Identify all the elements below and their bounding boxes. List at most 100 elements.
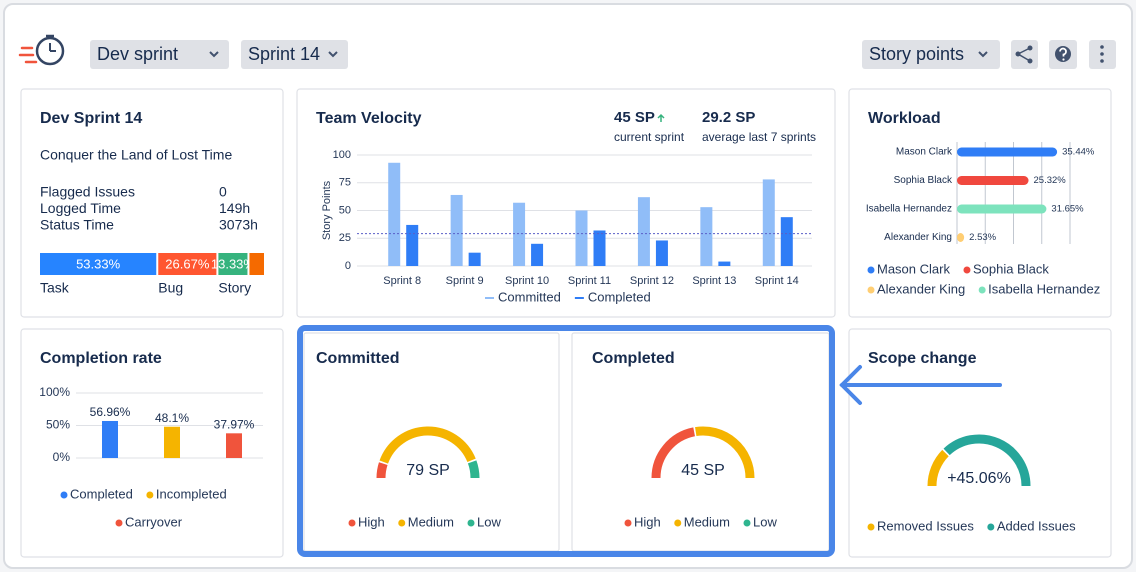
legend-label: Carryover <box>125 514 183 529</box>
y-tick-label: 25 <box>339 232 351 244</box>
sprint-type-select[interactable]: Dev sprint <box>90 40 229 69</box>
bar <box>102 420 118 458</box>
legend-label: Medium <box>684 514 730 529</box>
legend-marker <box>624 519 632 527</box>
breakdown-segment <box>218 253 248 275</box>
segment-label: 13.33% <box>211 256 256 271</box>
legend-label: Isabella Hernandez <box>988 281 1100 296</box>
bar <box>450 194 463 266</box>
bar <box>957 147 1058 157</box>
bar <box>700 207 713 266</box>
gauge-segment <box>651 427 696 479</box>
gauge-segment <box>376 462 388 479</box>
bar <box>780 217 793 266</box>
legend-marker <box>60 491 68 499</box>
legend-label: Mason Clark <box>877 261 950 276</box>
trend-up-icon <box>657 113 665 122</box>
breakdown-segment <box>40 253 157 275</box>
bar <box>406 224 419 266</box>
sprint-select[interactable]: Sprint 14 <box>241 40 348 69</box>
legend-label: Low <box>477 514 501 529</box>
bar <box>762 179 775 266</box>
legend-label: High <box>634 514 661 529</box>
legend-label: Alexander King <box>877 281 965 296</box>
stat-label: Flagged Issues <box>40 184 135 200</box>
more-button[interactable] <box>1089 40 1116 69</box>
bar <box>957 233 965 242</box>
logo <box>18 34 65 66</box>
subtitle: Conquer the Land of Lost Time <box>40 147 232 163</box>
select-label: Sprint 14 <box>248 44 320 64</box>
legend-label: Completed <box>70 486 133 501</box>
x-tick-label: Sprint 14 <box>755 275 799 287</box>
category-label: Isabella Hernandez <box>866 204 952 215</box>
legend-marker <box>115 519 123 527</box>
help-button[interactable] <box>1049 40 1077 69</box>
bar <box>655 240 668 266</box>
legend-marker <box>348 519 356 527</box>
stat-label: Logged Time <box>40 200 121 216</box>
legend-label: Medium <box>408 514 454 529</box>
card-title: Scope change <box>868 350 977 367</box>
y-tick-label: 0 <box>345 260 351 272</box>
x-tick-label: Sprint 12 <box>630 275 674 287</box>
bar <box>718 261 731 266</box>
legend-marker <box>867 266 875 274</box>
bar <box>388 162 401 266</box>
select-label: Story points <box>869 44 964 64</box>
gauge-segment <box>467 460 480 479</box>
segment-name: Story <box>218 280 251 296</box>
x-tick-label: Sprint 13 <box>692 275 736 287</box>
gauge-segment <box>943 434 1031 487</box>
legend-marker <box>963 266 971 274</box>
bar <box>468 252 481 266</box>
legend-label: High <box>358 514 385 529</box>
legend-label: Removed Issues <box>877 518 974 533</box>
legend-marker <box>978 286 986 294</box>
legend-marker <box>146 491 154 499</box>
segment-name: Bug <box>158 280 183 296</box>
category-label: Alexander King <box>884 232 952 243</box>
value-label: 31.65% <box>1051 204 1084 215</box>
y-tick-label: 50% <box>46 418 70 432</box>
card-title: Dev Sprint 14 <box>40 110 142 127</box>
bar <box>164 426 180 458</box>
breakdown-segment <box>249 253 264 275</box>
gauge-center-label: 79 SP <box>406 462 450 479</box>
x-tick-label: Sprint 8 <box>383 275 421 287</box>
legend-marker <box>674 519 682 527</box>
card-title: Workload <box>868 110 941 127</box>
segment-label: 53.33% <box>76 256 121 271</box>
card-title: Committed <box>316 350 400 367</box>
legend-label: Added Issues <box>997 518 1076 533</box>
highlight-value: 45 SP <box>614 109 655 126</box>
gauge-segment <box>927 449 949 487</box>
value-label: 37.97% <box>214 417 255 431</box>
share-button[interactable] <box>1011 40 1038 69</box>
highlight-box <box>297 325 835 557</box>
value-label: 48.1% <box>155 411 189 425</box>
card-title: Team Velocity <box>316 110 422 127</box>
card <box>848 88 1112 318</box>
value-label: 56.96% <box>90 405 131 419</box>
stat-value: 0 <box>219 184 227 200</box>
value-label: 35.44% <box>1062 147 1095 158</box>
legend-marker <box>867 523 875 531</box>
unit-select[interactable]: Story points <box>862 40 1000 69</box>
bar <box>575 210 588 266</box>
highlight-caption: current sprint <box>614 130 685 144</box>
bar <box>957 204 1047 214</box>
legend-label: Sophia Black <box>973 261 1049 276</box>
legend-marker <box>743 519 751 527</box>
card-title: Completion rate <box>40 350 162 367</box>
highlight-value: 29.2 SP <box>702 109 755 126</box>
bar <box>593 230 606 266</box>
legend-label: Completed <box>588 289 651 304</box>
segment-label: 26.67% <box>165 256 210 271</box>
stat-label: Status Time <box>40 217 114 233</box>
legend-marker <box>867 286 875 294</box>
card <box>20 328 284 558</box>
y-tick-label: 0% <box>53 450 71 464</box>
x-tick-label: Sprint 9 <box>446 275 484 287</box>
